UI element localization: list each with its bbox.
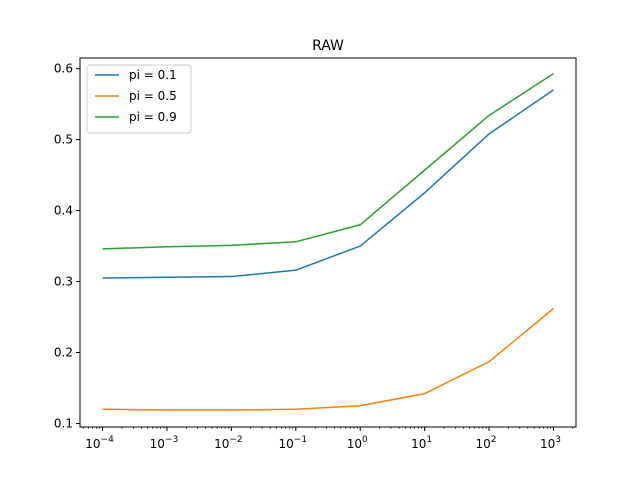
legend-box [86,64,192,134]
y-axis: 0.1 0.2 0.3 0.4 0.5 0.6 [54,62,80,430]
y-tick-label: 0.3 [54,275,73,289]
x-tick-label: 10−4 [85,435,114,451]
y-tick-label: 0.1 [54,416,73,430]
x-tick-label: 10−1 [279,435,308,451]
series-line-1 [102,89,554,279]
plot-area [79,57,577,428]
y-tick-label: 0.6 [54,62,73,76]
x-tick-label: 10−2 [214,435,243,451]
legend: pi = 0.1 pi = 0.5 pi = 0.9 [86,64,192,134]
legend-label: pi = 0.1 [129,68,177,82]
x-axis: 10−4 10−3 10−2 10−1 100 101 102 103 [82,427,574,451]
x-tick-label: 102 [476,435,497,451]
y-tick-label: 0.2 [54,345,73,359]
legend-label: pi = 0.5 [129,89,177,103]
series-layer [102,72,554,411]
chart-title: RAW [312,38,344,54]
legend-label: pi = 0.9 [129,110,177,124]
y-tick-label: 0.5 [54,133,73,147]
x-tick-label: 100 [347,435,368,451]
series-line-2 [102,307,554,411]
x-tick-label: 101 [411,435,432,451]
y-tick-label: 0.4 [54,204,73,218]
series-line-3 [102,72,554,250]
x-tick-label: 10−3 [150,435,179,451]
x-tick-label: 103 [540,435,561,451]
